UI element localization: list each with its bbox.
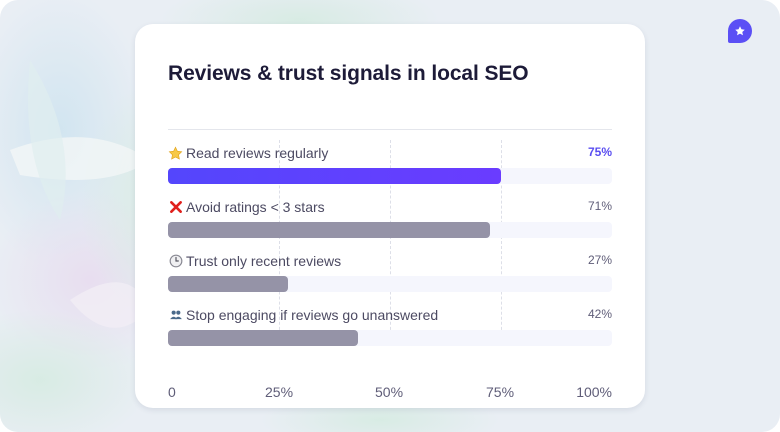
bar-fill[interactable] <box>168 222 490 238</box>
row-label: Avoid ratings < 3 stars <box>186 199 325 215</box>
row-value: 27% <box>587 253 612 267</box>
bar-chart: Read reviews regularly 75% Avoid ratings… <box>168 130 612 400</box>
star-emoji-icon <box>168 146 183 161</box>
bar-row-recent-reviews: Trust only recent reviews 27% <box>168 238 612 292</box>
row-label: Stop engaging if reviews go unanswered <box>186 307 439 323</box>
x-tick-75: 75% <box>486 384 515 400</box>
chart-title: Reviews & trust signals in local SEO <box>168 62 529 85</box>
bar-row-read-reviews: Read reviews regularly 75% <box>168 130 612 184</box>
x-tick-0: 0 <box>168 384 176 400</box>
row-value: 71% <box>587 199 612 213</box>
clock-icon <box>168 254 183 269</box>
x-axis: 0 25% 50% 75% 100% <box>168 384 612 400</box>
people-icon <box>168 308 183 323</box>
row-label: Read reviews regularly <box>186 145 329 161</box>
title-divider <box>168 129 612 130</box>
bar-track <box>168 276 612 292</box>
favorite-badge-button[interactable] <box>728 19 752 43</box>
x-tick-100: 100% <box>576 384 612 400</box>
bar-track <box>168 222 612 238</box>
row-label: Trust only recent reviews <box>186 253 342 269</box>
x-tick-50: 50% <box>375 384 404 400</box>
chart-card: Reviews & trust signals in local SEO Rea… <box>135 24 645 408</box>
row-value: 75% <box>587 145 612 159</box>
gridline-75 <box>501 140 502 345</box>
x-tick-25: 25% <box>265 384 294 400</box>
bar-row-avoid-ratings: Avoid ratings < 3 stars 71% <box>168 184 612 238</box>
bar-row-stop-engaging: Stop engaging if reviews go unanswered 4… <box>168 292 612 346</box>
bar-fill[interactable] <box>168 330 358 346</box>
gridline-50 <box>390 140 391 345</box>
bar-track <box>168 330 612 346</box>
gridline-25 <box>279 140 280 345</box>
star-icon <box>735 26 745 36</box>
bar-fill-highlighted[interactable] <box>168 168 501 184</box>
bar-track <box>168 168 612 184</box>
bar-fill[interactable] <box>168 276 288 292</box>
row-value: 42% <box>587 307 612 321</box>
cross-mark-icon <box>168 200 183 215</box>
